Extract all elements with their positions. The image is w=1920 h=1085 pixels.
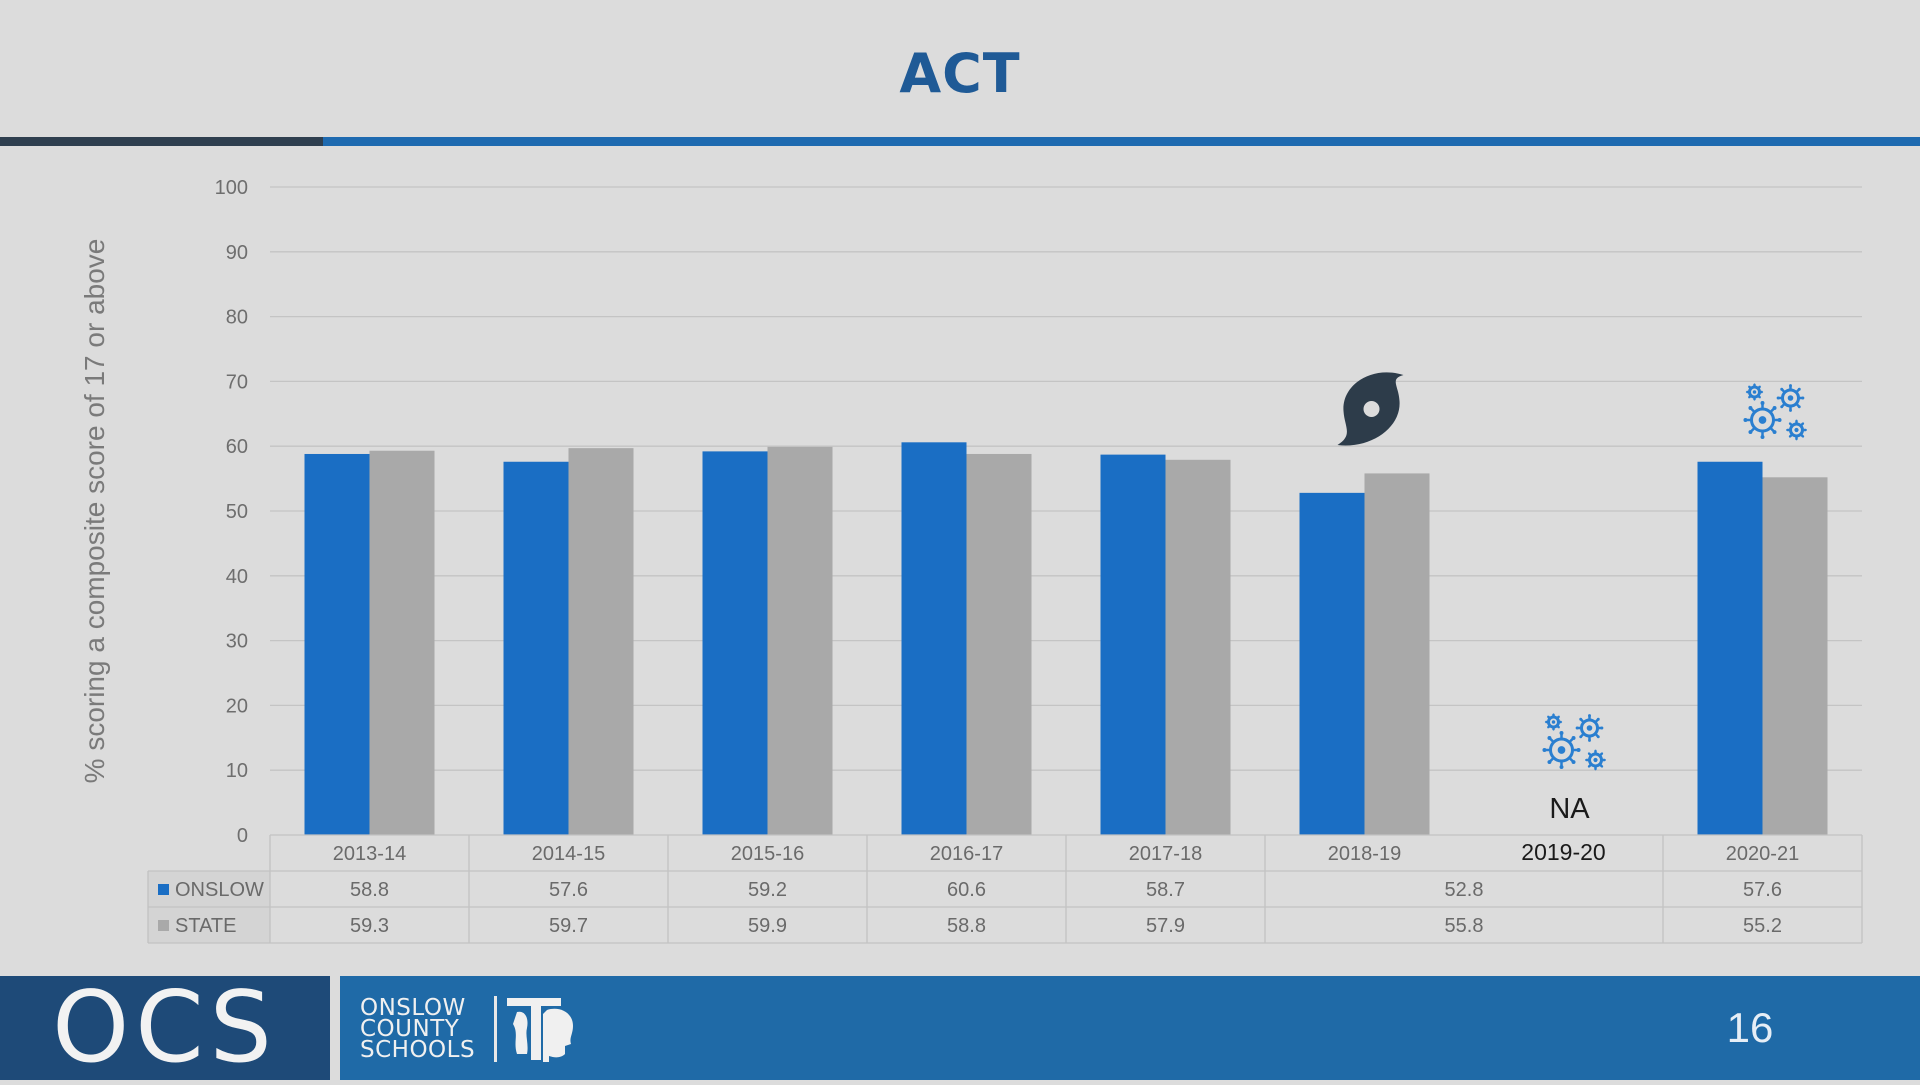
table-value: 57.6 xyxy=(549,879,588,901)
y-axis-label: % scoring a composite score of 17 or abo… xyxy=(79,239,110,784)
na-label: NA xyxy=(1549,793,1590,825)
onslow-bar xyxy=(503,461,569,835)
x-tick-label: 2016-17 xyxy=(930,843,1003,865)
state-bar xyxy=(767,446,833,835)
y-tick-label: 90 xyxy=(226,242,248,264)
table-value: 59.2 xyxy=(748,879,787,901)
x-tick-label: 2013-14 xyxy=(333,843,406,865)
onslow-bar xyxy=(1100,454,1166,835)
table-value: 55.8 xyxy=(1445,915,1484,937)
state-bar xyxy=(1364,473,1430,835)
legend-label: STATE xyxy=(175,915,236,937)
x-tick-label: 2014-15 xyxy=(532,843,605,865)
virus-icon xyxy=(1786,419,1807,441)
slide-title: ACT xyxy=(899,42,1021,105)
onslow-bar xyxy=(702,451,768,835)
footer-bar: OCS ONSLOW COUNTY SCHOOLS 16 xyxy=(0,976,1920,1080)
virus-icon xyxy=(1575,714,1604,742)
x-tick-label: 2019-20 xyxy=(1521,839,1605,865)
x-tick-label: 2017-18 xyxy=(1129,843,1202,865)
y-tick-label: 0 xyxy=(237,825,248,847)
school-name-line: ONSLOW xyxy=(360,995,466,1021)
act-bar-chart: 0 10 20 30 40 50 60 70 80 90 100 % scoring a compo… xyxy=(79,177,1863,944)
onslow-bar xyxy=(901,442,967,835)
x-tick-label: 2020-21 xyxy=(1726,843,1799,865)
event-icons: NA xyxy=(1337,372,1807,825)
legend-label: ONSLOW xyxy=(175,879,264,901)
logo-divider xyxy=(494,996,497,1062)
table-value: 59.7 xyxy=(549,915,588,937)
y-tick-label: 100 xyxy=(215,177,248,199)
title-rule-blue xyxy=(323,137,1920,146)
virus-icon xyxy=(1542,730,1581,770)
virus-icon xyxy=(1544,713,1563,731)
virus-icon xyxy=(1585,749,1606,771)
y-tick-label: 30 xyxy=(226,631,248,653)
table-value: 57.6 xyxy=(1743,879,1782,901)
y-tick-label: 50 xyxy=(226,501,248,523)
x-tick-label: 2018-19 xyxy=(1328,843,1401,865)
hurricane-icon xyxy=(1337,372,1404,446)
school-name-line: SCHOOLS xyxy=(360,1037,476,1063)
legend-swatch xyxy=(158,884,169,895)
bars xyxy=(304,442,1828,835)
y-tick-labels: 0 10 20 30 40 50 60 70 80 90 100 xyxy=(215,177,248,847)
ocs-logo: OCS xyxy=(0,976,330,1080)
title-rule-dark xyxy=(0,137,323,146)
table-value: 58.7 xyxy=(1146,879,1185,901)
virus-icon xyxy=(1743,400,1782,440)
footer-divider xyxy=(330,976,340,1080)
virus-cluster-icon xyxy=(1542,713,1606,771)
table-value: 55.2 xyxy=(1743,915,1782,937)
table-value: 59.3 xyxy=(350,915,389,937)
table-value: 57.9 xyxy=(1146,915,1185,937)
y-tick-label: 10 xyxy=(226,760,248,782)
table-value: 58.8 xyxy=(947,915,986,937)
table-value: 58.8 xyxy=(350,879,389,901)
table-value: 52.8 xyxy=(1445,879,1484,901)
y-tick-label: 60 xyxy=(226,436,248,458)
virus-icon xyxy=(1745,383,1764,401)
state-bar xyxy=(1165,459,1231,835)
table-value: 60.6 xyxy=(947,879,986,901)
school-name-line: COUNTY xyxy=(360,1016,460,1042)
school-name: ONSLOW COUNTY SCHOOLS xyxy=(360,995,476,1063)
state-bar xyxy=(568,448,634,835)
state-bar xyxy=(369,450,435,835)
data-table: 2013-14 2014-15 2015-16 2016-17 2017-18 2018-… xyxy=(147,834,1863,944)
y-tick-label: 40 xyxy=(226,566,248,588)
page-number: 16 xyxy=(1726,1004,1774,1051)
school-emblem-icon xyxy=(507,998,573,1062)
virus-icon xyxy=(1776,384,1805,412)
virus-cluster-icon xyxy=(1743,383,1807,441)
y-tick-label: 80 xyxy=(226,307,248,329)
y-tick-label: 20 xyxy=(226,695,248,717)
onslow-bar xyxy=(1299,492,1365,835)
x-tick-label: 2015-16 xyxy=(731,843,804,865)
table-value: 59.9 xyxy=(748,915,787,937)
state-bar xyxy=(966,453,1032,835)
onslow-bar xyxy=(304,453,370,835)
onslow-bar xyxy=(1697,461,1763,835)
legend-swatch xyxy=(158,920,169,931)
state-bar xyxy=(1762,477,1828,835)
y-tick-label: 70 xyxy=(226,371,248,393)
